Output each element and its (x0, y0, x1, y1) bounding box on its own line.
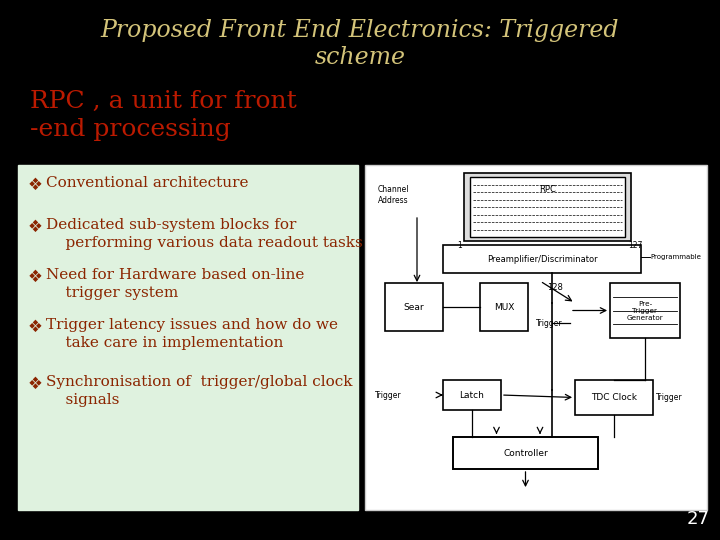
Text: Dedicated sub-system blocks for
    performing various data readout tasks: Dedicated sub-system blocks for performi… (46, 218, 363, 250)
Text: Sear: Sear (404, 302, 424, 312)
Text: Trigger: Trigger (656, 393, 683, 402)
Text: ❖: ❖ (28, 318, 43, 336)
Bar (18, 165, 358, 510)
Bar (443, 245, 641, 273)
Bar (480, 283, 528, 331)
Text: 128: 128 (547, 282, 563, 292)
Text: Trigger latency issues and how do we
    take care in implementation: Trigger latency issues and how do we tak… (46, 318, 338, 350)
Bar (385, 283, 443, 331)
Bar (453, 437, 598, 469)
Text: MUX: MUX (494, 302, 514, 312)
Text: 27: 27 (687, 510, 710, 528)
Text: 127: 127 (628, 240, 642, 249)
Text: scheme: scheme (315, 46, 405, 70)
Text: Channel
Address: Channel Address (377, 185, 409, 205)
Text: RPC , a unit for front: RPC , a unit for front (30, 90, 297, 113)
Text: ❖: ❖ (28, 375, 43, 393)
Text: Programmable: Programmable (650, 254, 701, 260)
Text: Proposed Front End Electronics: Triggered: Proposed Front End Electronics: Triggere… (101, 18, 619, 42)
Text: Conventional architecture: Conventional architecture (46, 176, 248, 190)
Bar (575, 380, 653, 415)
Bar (443, 380, 501, 410)
Text: ❖: ❖ (28, 218, 43, 236)
Text: 1: 1 (457, 240, 462, 249)
Text: -end processing: -end processing (30, 118, 230, 141)
Text: Pre-
Trigger
Generator: Pre- Trigger Generator (626, 300, 663, 321)
Bar (365, 165, 707, 510)
Bar (470, 177, 625, 237)
Text: TDC Clock: TDC Clock (591, 393, 637, 402)
Text: RPC: RPC (539, 185, 556, 194)
Text: Preamplifier/Discriminator: Preamplifier/Discriminator (487, 254, 598, 264)
Text: Controller: Controller (503, 449, 548, 457)
Text: ❖: ❖ (28, 176, 43, 194)
Bar (610, 283, 680, 338)
Text: Synchronisation of  trigger/global clock
    signals: Synchronisation of trigger/global clock … (46, 375, 353, 407)
Bar (464, 173, 631, 241)
Text: Trigger: Trigger (375, 390, 402, 400)
Text: ❖: ❖ (28, 268, 43, 286)
Text: Trigger: Trigger (536, 319, 563, 327)
Text: Latch: Latch (459, 390, 485, 400)
Text: Need for Hardware based on-line
    trigger system: Need for Hardware based on-line trigger … (46, 268, 305, 300)
